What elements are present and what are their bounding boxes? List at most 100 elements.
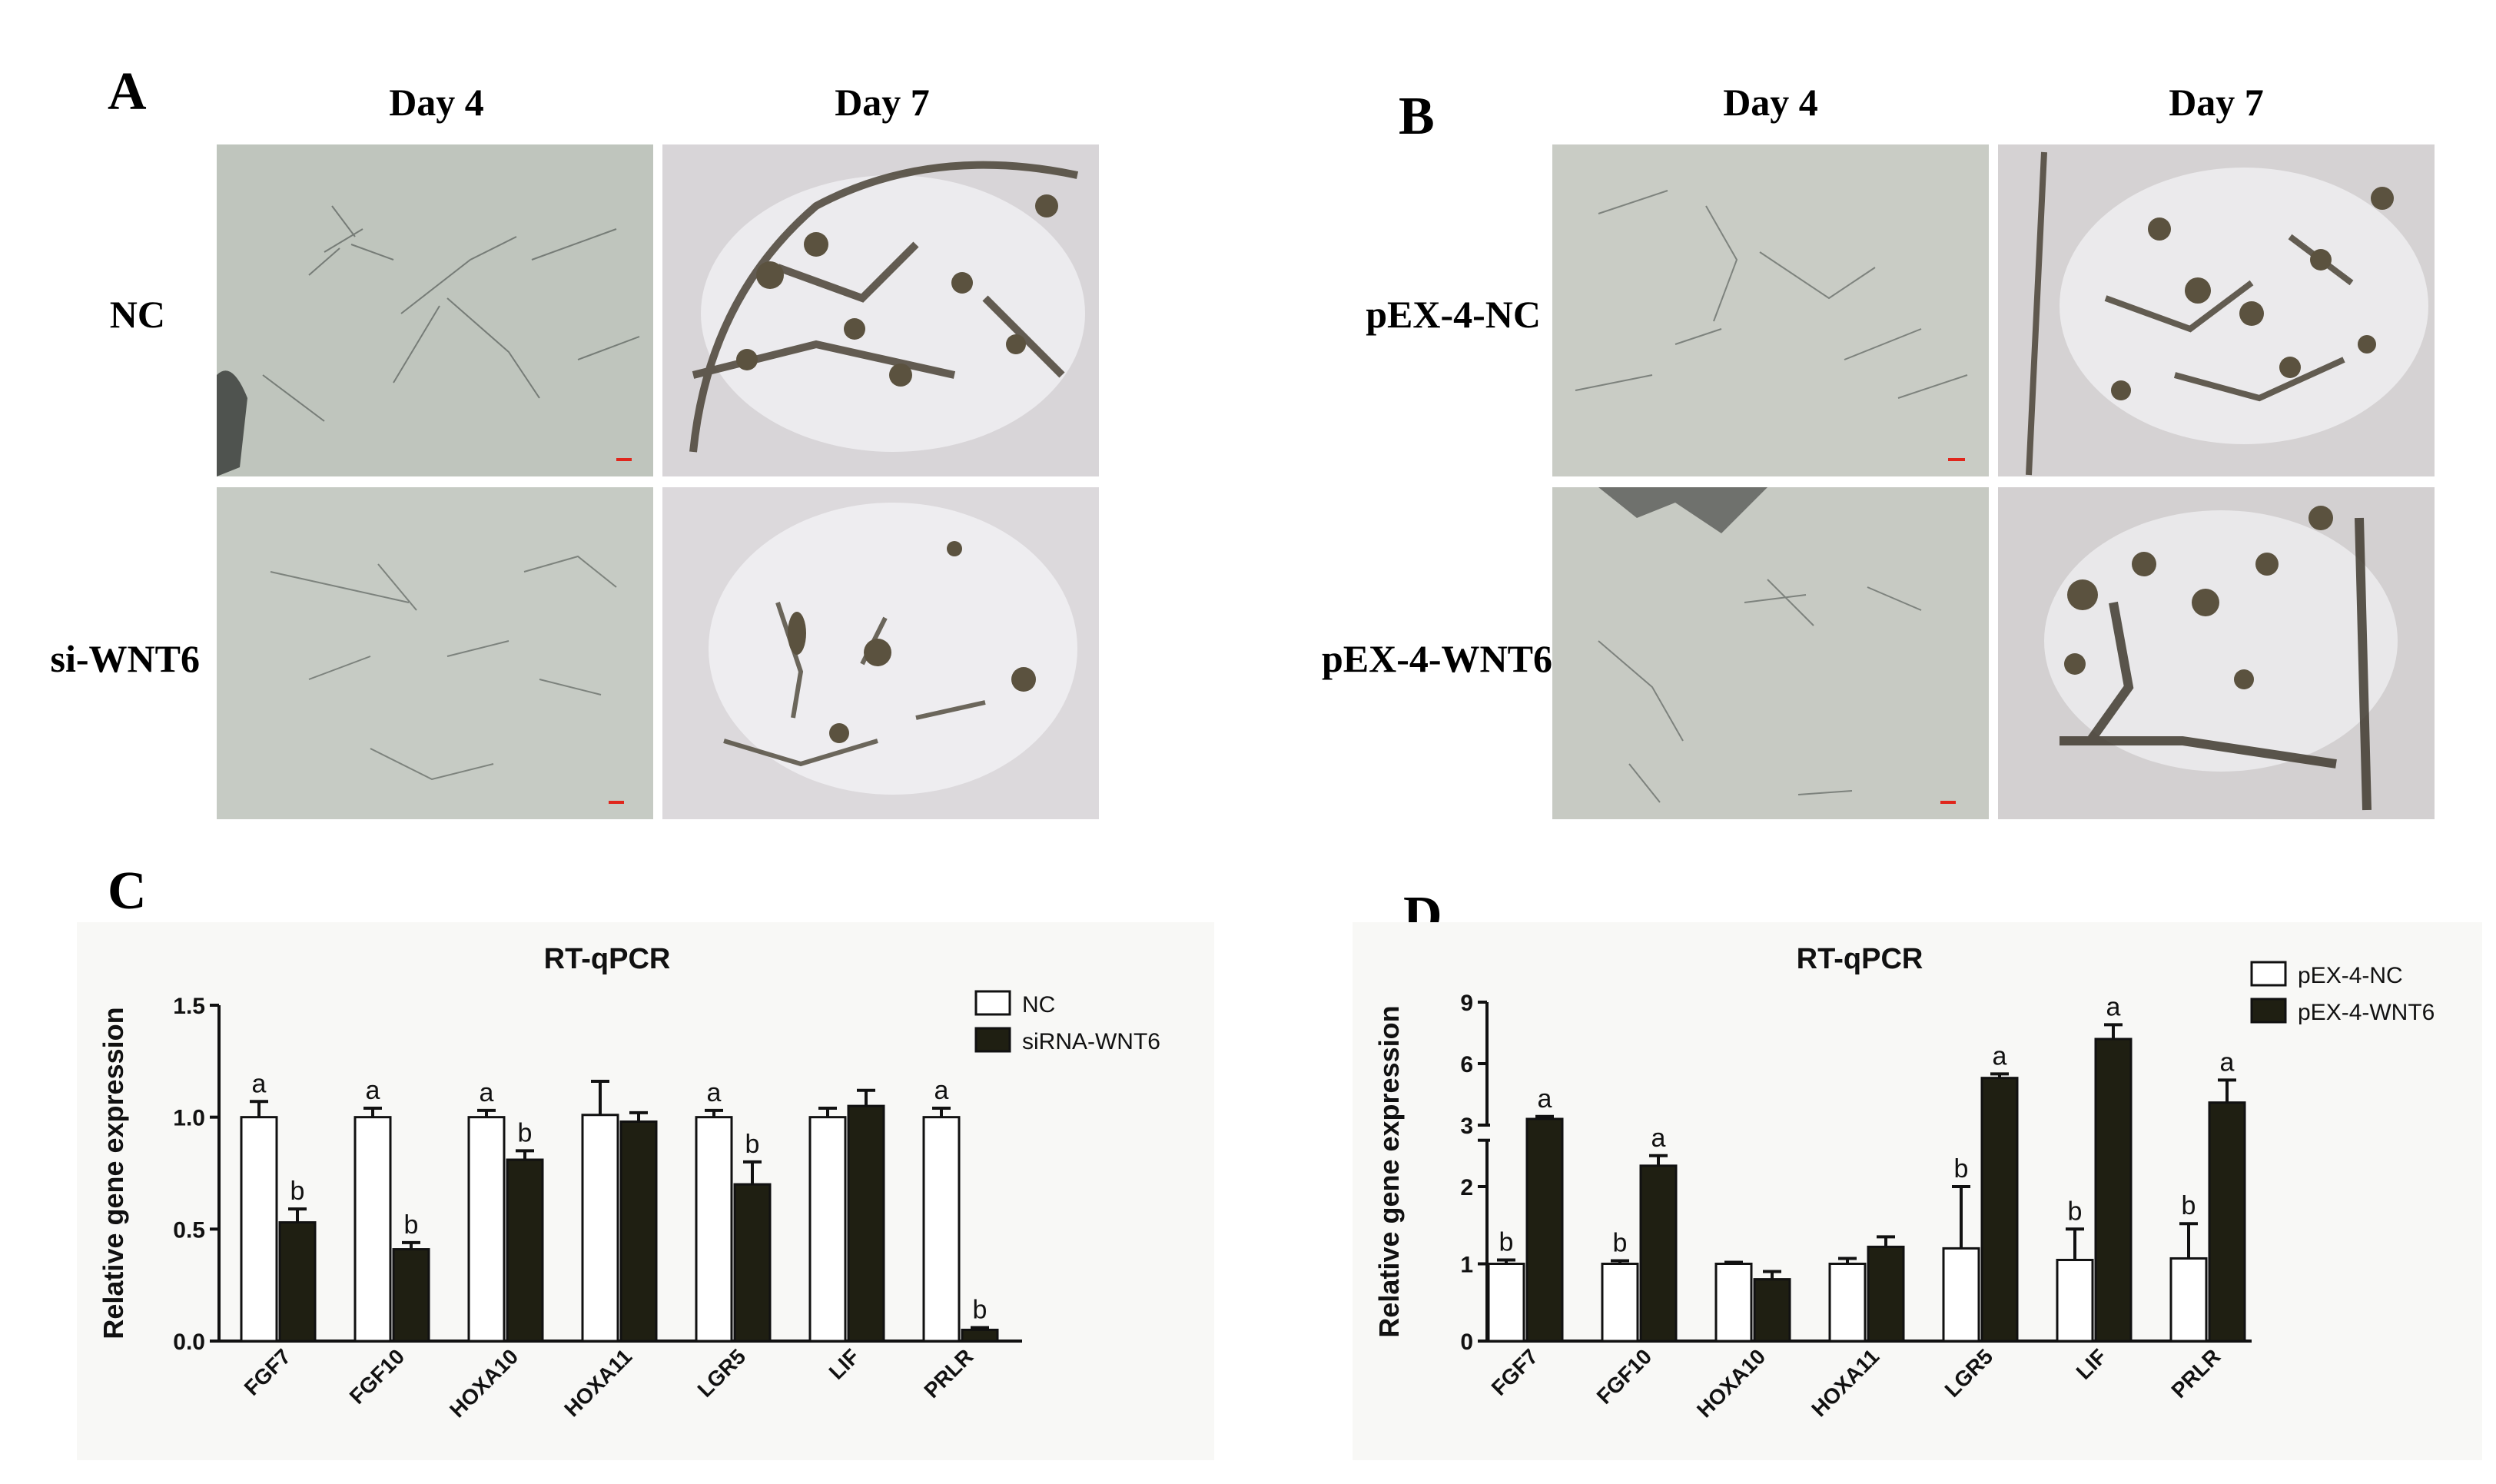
significance-label: a xyxy=(2220,1047,2235,1077)
bar xyxy=(1601,1263,1639,1343)
significance-label: a xyxy=(1993,1041,2007,1071)
significance-label: a xyxy=(252,1069,267,1098)
panel-a-row-nc: NC xyxy=(109,293,165,336)
bar xyxy=(922,1116,961,1343)
significance-label: a xyxy=(1651,1124,1666,1153)
bar xyxy=(2208,1101,2246,1343)
y-tick-label: 1.5 xyxy=(173,994,205,1019)
x-tick-label: FGF7 xyxy=(1487,1344,1543,1400)
micrograph-b-wnt6-day4 xyxy=(1552,487,1989,819)
y-tick-label: 0.0 xyxy=(173,1330,205,1355)
panel-a-col-day4: Day 4 xyxy=(389,81,484,124)
significance-label: b xyxy=(290,1177,305,1206)
y-tick-label: 0 xyxy=(1460,1330,1473,1355)
y-axis-label: Relative gene expression xyxy=(1373,1005,1405,1337)
bar xyxy=(1487,1263,1525,1343)
y-tick-label: 1 xyxy=(1460,1253,1473,1278)
y-tick-label: 1.0 xyxy=(173,1106,205,1131)
bar xyxy=(1714,1263,1753,1343)
chart-c: RT-qPCR Relative gene expression 0.0 0.5 1.0… xyxy=(98,943,1160,1422)
x-tick-label: FGF7 xyxy=(240,1344,296,1400)
micrograph-b-wnt6-day7 xyxy=(1998,487,2435,819)
legend-swatch xyxy=(974,1027,1011,1053)
significance-label: b xyxy=(973,1296,987,1325)
bar xyxy=(506,1158,544,1343)
bar xyxy=(2094,1037,2133,1343)
bar xyxy=(1753,1278,1791,1343)
micrograph-b-nc-day4 xyxy=(1552,144,1989,476)
y-tick-label: 3 xyxy=(1460,1114,1473,1139)
x-tick-label: LIF xyxy=(825,1344,865,1384)
significance-label: a xyxy=(934,1076,949,1105)
bar xyxy=(240,1116,278,1343)
bar xyxy=(2056,1258,2094,1343)
bar xyxy=(847,1104,885,1343)
bar xyxy=(619,1120,658,1343)
significance-label: b xyxy=(2182,1191,2196,1220)
bar xyxy=(2169,1257,2208,1343)
significance-label: b xyxy=(2068,1197,2083,1226)
legend-label: pEX-4-NC xyxy=(2298,963,2403,988)
significance-label: b xyxy=(745,1130,760,1159)
x-tick-label: PRLR xyxy=(919,1344,977,1403)
significance-label: a xyxy=(1538,1084,1552,1114)
significance-label: a xyxy=(480,1078,494,1107)
y-tick-label: 0.5 xyxy=(173,1217,205,1243)
chart-title: RT-qPCR xyxy=(1797,943,1923,975)
x-tick-label: FGF10 xyxy=(1592,1344,1657,1409)
bar xyxy=(467,1116,506,1343)
x-tick-label: HOXA10 xyxy=(1692,1344,1770,1422)
bar xyxy=(1639,1164,1678,1343)
chart-d: RT-qPCR Relative gene expression 0 1 2 3 6 9 b a F… xyxy=(1373,943,2435,1422)
bar xyxy=(1980,1077,2019,1343)
y-tick-label: 9 xyxy=(1460,991,1473,1016)
bar xyxy=(1867,1245,1905,1343)
panel-a-col-day7: Day 7 xyxy=(835,81,930,124)
x-tick-label: FGF10 xyxy=(345,1344,410,1409)
x-tick-label: LIF xyxy=(2072,1344,2112,1384)
micrograph-a-si-wnt6-day4 xyxy=(217,487,653,819)
significance-label: a xyxy=(2106,992,2121,1021)
x-tick-label: HOXA11 xyxy=(1807,1344,1884,1421)
panel-b-row-pex4-nc: pEX-4-NC xyxy=(1366,293,1541,336)
chart-title: RT-qPCR xyxy=(544,943,671,975)
x-tick-label: HOXA11 xyxy=(559,1344,636,1421)
micrograph-a-nc-day7 xyxy=(662,144,1099,476)
x-tick-label: HOXA10 xyxy=(445,1344,523,1422)
significance-label: b xyxy=(518,1118,533,1147)
bar xyxy=(1942,1247,1980,1343)
significance-label: a xyxy=(707,1078,722,1107)
legend-label: pEX-4-WNT6 xyxy=(2298,1000,2435,1025)
significance-label: b xyxy=(1954,1154,1969,1184)
legend-swatch xyxy=(2250,961,2287,987)
bar xyxy=(353,1116,392,1343)
axis-break xyxy=(1476,1125,2256,1140)
micrograph-a-nc-day4 xyxy=(217,144,653,476)
bar xyxy=(581,1114,619,1343)
panel-b-col-day7: Day 7 xyxy=(2169,81,2264,124)
bar xyxy=(1525,1117,1564,1343)
bar xyxy=(808,1116,847,1343)
y-tick-label: 2 xyxy=(1460,1175,1473,1200)
legend-swatch xyxy=(2250,998,2287,1024)
y-axis-label: Relative gene expression xyxy=(98,1007,129,1339)
legend-label: siRNA-WNT6 xyxy=(1022,1029,1160,1054)
significance-label: b xyxy=(404,1210,419,1240)
panel-b-letter: B xyxy=(1399,87,1435,146)
bar xyxy=(961,1328,999,1343)
significance-label: b xyxy=(1613,1228,1628,1257)
y-tick-label: 6 xyxy=(1460,1052,1473,1077)
panel-a-row-si-wnt6: si-WNT6 xyxy=(50,637,200,680)
significance-label: b xyxy=(1499,1227,1514,1257)
panel-b-col-day4: Day 4 xyxy=(1723,81,1818,124)
bar xyxy=(695,1116,733,1343)
x-tick-label: PRLR xyxy=(2166,1344,2225,1403)
bar xyxy=(733,1183,772,1343)
significance-label: a xyxy=(366,1076,380,1105)
panel-c-letter: C xyxy=(108,862,147,921)
panel-b-row-pex4-wnt6: pEX-4-WNT6 xyxy=(1321,637,1552,680)
bar xyxy=(278,1221,317,1343)
x-tick-label: LGR5 xyxy=(1940,1344,1998,1402)
x-tick-label: LGR5 xyxy=(693,1344,751,1402)
micrograph-a-si-wnt6-day7 xyxy=(662,487,1099,819)
